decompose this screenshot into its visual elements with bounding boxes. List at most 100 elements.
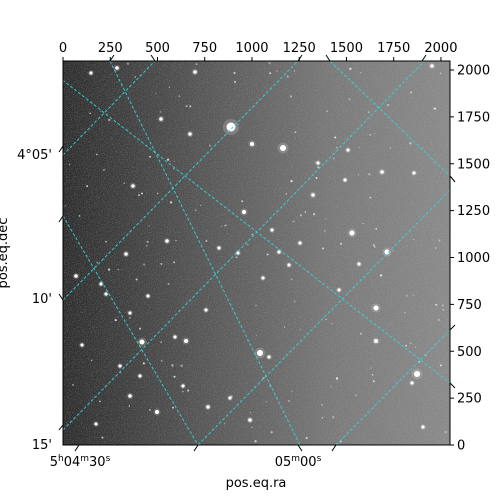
star [146, 294, 150, 298]
star [104, 292, 108, 296]
star [357, 262, 361, 266]
faint-star [99, 110, 102, 112]
faint-star [444, 430, 447, 434]
star [311, 193, 315, 197]
faint-star [313, 213, 316, 216]
faint-star [389, 147, 392, 149]
faint-star [224, 422, 226, 425]
faint-star [172, 406, 174, 409]
faint-star [409, 142, 412, 145]
faint-star [128, 405, 131, 407]
faint-star [276, 70, 278, 72]
x-tick-label: 250 [98, 41, 123, 56]
grid-edge-tick [297, 444, 303, 452]
faint-star [139, 327, 142, 330]
faint-star [72, 384, 74, 386]
faint-star [187, 389, 190, 392]
grid-edge-tick [449, 382, 456, 389]
star [139, 339, 145, 345]
grid-line [63, 61, 156, 156]
faint-star [143, 263, 146, 266]
star [374, 339, 378, 343]
grid-edge-tick [449, 175, 456, 183]
faint-star [290, 179, 293, 183]
grid-edge-tick [325, 54, 331, 62]
y-tick-label: 1500 [457, 157, 490, 172]
star [173, 335, 177, 339]
y-tick-label: 2000 [457, 64, 490, 79]
faint-star [333, 157, 335, 160]
ra-tick-label: 05m00s [275, 454, 322, 470]
grid-edge-tick [58, 424, 64, 431]
star [184, 339, 188, 343]
grid-line [63, 79, 450, 384]
star [277, 250, 281, 254]
faint-star [251, 426, 253, 429]
faint-star [265, 401, 268, 403]
faint-star [255, 334, 257, 336]
faint-star [433, 107, 436, 110]
star [257, 350, 263, 356]
star [346, 148, 350, 152]
dec-tick-label: 15' [32, 438, 52, 453]
faint-star [322, 247, 325, 250]
star [412, 171, 416, 175]
faint-star [270, 431, 273, 434]
faint-star [348, 98, 351, 101]
stars-layer [64, 62, 447, 443]
faint-star [355, 394, 357, 396]
faint-star [374, 246, 376, 248]
faint-star [315, 177, 318, 179]
faint-star [175, 240, 177, 242]
star [349, 230, 355, 236]
faint-star [336, 377, 339, 380]
faint-star [254, 440, 257, 443]
faint-star [255, 304, 257, 307]
faint-star [195, 63, 198, 66]
faint-star [134, 76, 136, 78]
faint-star [78, 215, 81, 217]
faint-star [64, 204, 67, 207]
grid-line [63, 215, 199, 445]
faint-star [360, 332, 362, 335]
star [380, 170, 384, 174]
faint-star [369, 196, 372, 199]
image-panel [63, 61, 450, 445]
star [250, 142, 254, 146]
faint-star [169, 160, 171, 162]
faint-star [440, 364, 442, 367]
world-axis-ticks: 5h04m30s 05m00s 4°05' 10' 15' [17, 54, 456, 470]
star [373, 305, 379, 311]
faint-star [292, 220, 295, 223]
faint-star [180, 364, 183, 367]
coordinate-grid [63, 61, 450, 445]
faint-star [362, 222, 364, 225]
star [155, 410, 159, 414]
star [94, 422, 98, 426]
faint-star [226, 224, 228, 226]
faint-star [251, 233, 254, 236]
faint-star [358, 146, 360, 149]
y-tick-label: 1000 [457, 251, 490, 266]
x-tick-label: 2000 [424, 41, 457, 56]
x-tick-label: 0 [59, 41, 67, 56]
faint-star [233, 80, 237, 84]
faint-star [173, 375, 176, 378]
x-tick-label: 500 [145, 41, 170, 56]
faint-star [123, 182, 126, 184]
faint-star [108, 118, 111, 122]
star [206, 405, 210, 409]
faint-star [89, 112, 91, 115]
faint-star [126, 62, 130, 65]
star [138, 374, 142, 378]
faint-star [349, 67, 352, 71]
faint-star [233, 71, 236, 75]
faint-star [230, 395, 233, 398]
star [242, 210, 246, 214]
faint-star [405, 344, 408, 347]
faint-star [331, 322, 333, 325]
faint-star [360, 72, 362, 74]
faint-star [142, 362, 146, 365]
faint-star [386, 103, 390, 107]
faint-star [293, 70, 296, 72]
